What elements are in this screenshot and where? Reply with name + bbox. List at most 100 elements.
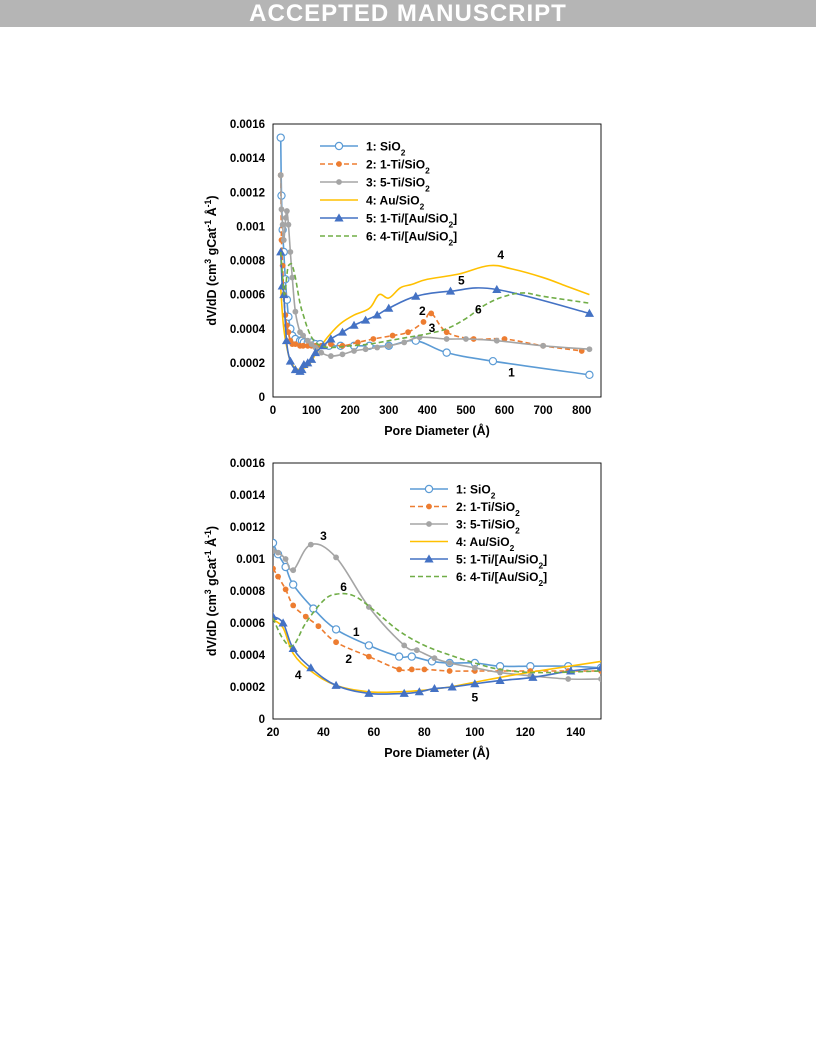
legend-label-3: 3: 5-Ti/SiO2 [456, 518, 520, 536]
marker-series-3 [287, 249, 294, 255]
marker-series-5 [306, 663, 316, 672]
x-tick-label: 0 [270, 405, 276, 417]
marker-series-3 [292, 308, 299, 315]
marker-series-3 [362, 346, 369, 353]
marker-series-5 [310, 348, 321, 357]
y-axis-label: dV/dD (cm3 gCat-1 Å-1) [203, 195, 219, 325]
marker-series-3 [401, 642, 408, 649]
legend-label-1: 1: SiO2 [366, 140, 406, 158]
y-tick-label: 0.0004 [230, 650, 266, 662]
marker-series-5 [528, 672, 538, 681]
marker-series-2 [292, 341, 299, 348]
y-tick-label: 0.0002 [230, 358, 265, 370]
marker-series-5 [349, 320, 359, 329]
marker-series-5 [361, 315, 371, 324]
curve-label: 2 [345, 652, 352, 666]
marker-series-2 [405, 329, 411, 336]
marker-series-3 [385, 342, 392, 349]
x-tick-label: 300 [379, 405, 398, 417]
marker-series-2 [327, 341, 334, 348]
legend-marker-2 [336, 161, 342, 167]
legend-label-5: 5: 1-Ti/[Au/SiO2] [456, 553, 547, 571]
y-tick-label: 0.0014 [230, 153, 266, 165]
marker-series-5 [495, 676, 505, 685]
y-tick-label: 0.001 [236, 221, 265, 233]
marker-series-1 [585, 370, 594, 380]
marker-series-3 [351, 348, 357, 354]
y-tick-label: 0.0014 [230, 490, 266, 502]
x-tick-label: 600 [495, 405, 514, 417]
y-axis-label: dV/dD (cm3 gCat-1 Å-1) [203, 526, 219, 656]
curve-label: 6 [475, 302, 482, 316]
marker-series-5 [445, 286, 456, 295]
legend-label-4: 4: Au/SiO2 [366, 194, 425, 212]
legend-marker-5 [424, 554, 434, 563]
y-tick-label: 0.0008 [230, 586, 266, 598]
marker-series-2 [282, 586, 289, 593]
curve-label: 1 [508, 366, 515, 380]
marker-series-2 [396, 666, 403, 673]
marker-series-5 [306, 354, 317, 363]
legend-label-2: 2: 1-Ti/SiO2 [366, 158, 430, 176]
marker-series-2 [501, 336, 508, 342]
plot-frame [272, 123, 602, 398]
marker-series-2 [285, 329, 292, 336]
y-tick-label: 0.0012 [230, 522, 265, 534]
curve-label: 6 [340, 580, 347, 594]
marker-series-5 [273, 612, 278, 621]
legend-label-1: 1: SiO2 [456, 483, 496, 501]
marker-series-3 [278, 206, 285, 213]
marker-series-3 [304, 337, 311, 344]
series-line-6 [279, 251, 590, 349]
y-tick-label: 0.0016 [230, 119, 265, 131]
y-tick-label: 0.0006 [230, 290, 265, 302]
curve-label: 4 [295, 668, 302, 682]
legend-label-6: 6: 4-Ti/[Au/SiO2] [366, 230, 457, 248]
curve-label: 5 [472, 690, 479, 704]
marker-series-3 [333, 554, 339, 561]
marker-series-2 [420, 319, 427, 325]
marker-series-3 [280, 237, 287, 243]
marker-series-5 [372, 310, 382, 319]
marker-series-5 [411, 291, 421, 300]
marker-series-3 [282, 214, 289, 221]
legend-marker-3 [426, 521, 432, 527]
curve-label: 3 [429, 321, 436, 335]
legend-marker-2 [426, 503, 432, 510]
legend-label-4: 4: Au/SiO2 [456, 535, 515, 553]
marker-series-5 [364, 688, 374, 697]
x-tick-label: 60 [368, 727, 381, 739]
marker-series-5 [297, 365, 307, 374]
marker-series-2 [365, 653, 372, 660]
plot-frame [272, 462, 602, 720]
marker-series-3 [327, 353, 334, 359]
marker-series-1 [407, 652, 416, 661]
series-line-5 [273, 615, 601, 695]
marker-series-5 [326, 334, 336, 343]
series-group [273, 538, 601, 697]
marker-series-3 [307, 541, 314, 548]
marker-series-3 [282, 556, 289, 562]
marker-series-3 [273, 548, 276, 554]
marker-series-3 [540, 342, 547, 349]
curve-label: 5 [458, 273, 465, 287]
curve-label: 4 [497, 248, 504, 262]
marker-series-3 [312, 344, 319, 351]
x-tick-label: 100 [302, 405, 321, 417]
marker-series-3 [308, 341, 315, 348]
curve-label: 1 [353, 625, 360, 639]
legend-marker-1 [334, 141, 344, 151]
marker-series-5 [414, 687, 424, 696]
marker-series-3 [413, 647, 420, 654]
x-axis-label: Pore Diameter (Å) [384, 745, 490, 760]
marker-series-3 [497, 669, 503, 676]
series-line-6 [273, 592, 601, 674]
y-tick-label: 0.0012 [230, 187, 265, 199]
marker-series-3 [401, 339, 408, 346]
marker-series-3 [277, 172, 284, 179]
marker-series-5 [278, 618, 288, 627]
marker-series-3 [283, 208, 290, 214]
marker-series-3 [598, 676, 601, 682]
x-tick-label: 700 [534, 405, 553, 417]
marker-series-5 [288, 644, 298, 653]
